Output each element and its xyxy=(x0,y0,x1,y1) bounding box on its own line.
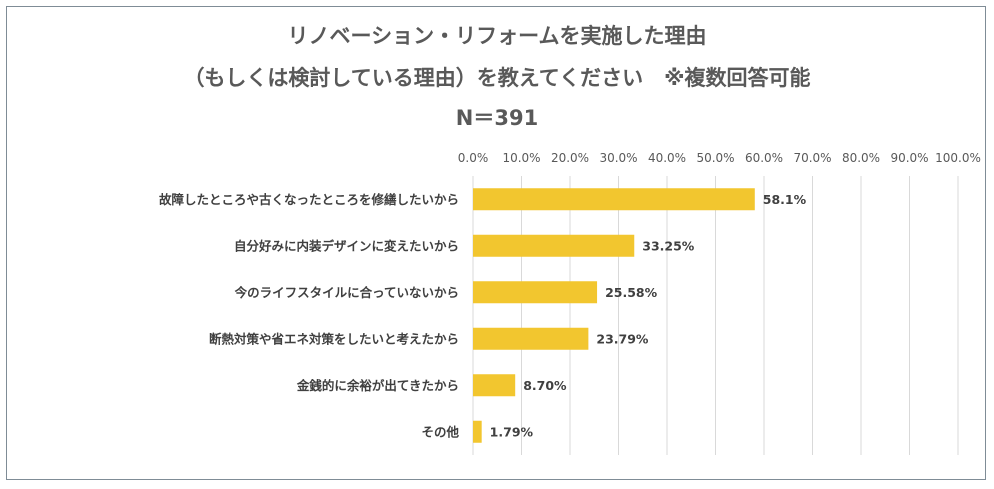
x-tick-label: 20.0% xyxy=(551,151,589,165)
data-label: 25.58% xyxy=(605,285,658,300)
bar xyxy=(473,374,516,397)
x-tick-label: 10.0% xyxy=(502,151,540,165)
data-label: 1.79% xyxy=(490,424,534,439)
data-label: 23.79% xyxy=(596,331,649,346)
data-label: 8.70% xyxy=(523,378,567,393)
bar xyxy=(473,420,482,443)
chart-title-line-1: リノベーション・リフォームを実施した理由 xyxy=(287,24,707,48)
x-tick-label: 80.0% xyxy=(842,151,880,165)
x-tick-label: 60.0% xyxy=(745,151,783,165)
bar xyxy=(473,327,589,350)
category-label: 故障したところや古くなったところを修繕したいから xyxy=(159,192,459,207)
x-tick-label: 50.0% xyxy=(696,151,734,165)
x-tick-label: 30.0% xyxy=(599,151,637,165)
bar xyxy=(473,188,755,211)
chart-title-line-2: （もしくは検討している理由）を教えてください ※複数回答可能 xyxy=(183,66,811,90)
x-tick-label: 90.0% xyxy=(890,151,928,165)
x-tick-label: 70.0% xyxy=(793,151,831,165)
category-label: 自分好みに内装デザインに変えたいから xyxy=(234,238,459,253)
category-label: その他 xyxy=(421,424,459,439)
category-label: 断熱対策や省エネ対策をしたいと考えたから xyxy=(209,331,459,346)
bar xyxy=(473,281,598,304)
data-label: 33.25% xyxy=(642,238,695,253)
x-tick-label: 100.0% xyxy=(935,151,981,165)
data-label: 58.1% xyxy=(763,192,807,207)
category-label: 今のライフスタイルに合っていないから xyxy=(234,285,459,300)
x-tick-label: 0.0% xyxy=(458,151,489,165)
x-tick-label: 40.0% xyxy=(648,151,686,165)
category-label: 金銭的に余裕が出てきたから xyxy=(296,378,459,393)
bar xyxy=(473,234,635,257)
chart-title-line-3: N＝391 xyxy=(455,106,539,130)
